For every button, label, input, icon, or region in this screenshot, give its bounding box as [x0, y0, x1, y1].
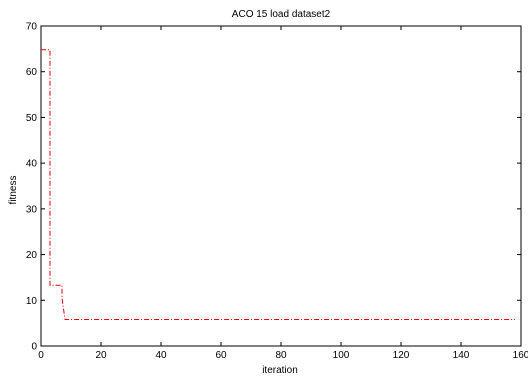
y-tick-label: 50 — [26, 113, 38, 124]
y-tick-label: 0 — [31, 342, 37, 353]
y-tick-label: 30 — [26, 204, 38, 215]
y-tick-label: 60 — [26, 67, 38, 78]
x-tick-label: 140 — [453, 350, 470, 361]
y-tick-label: 20 — [26, 250, 38, 261]
x-axis-label: iteration — [262, 365, 298, 376]
y-axis-label: fitness — [8, 176, 19, 205]
y-tick-label: 40 — [26, 159, 38, 170]
series-layer — [41, 49, 515, 320]
chart-title: ACO 15 load dataset2 — [232, 9, 331, 20]
x-tick-label: 20 — [95, 350, 107, 361]
x-tick-label: 60 — [215, 350, 227, 361]
y-tick-label: 70 — [26, 22, 38, 33]
x-tick-label: 120 — [393, 350, 410, 361]
x-tick-label: 100 — [333, 350, 350, 361]
x-tick-label: 80 — [275, 350, 287, 361]
y-tick-label: 10 — [26, 296, 38, 307]
series-line — [41, 49, 515, 320]
x-tick-label: 40 — [155, 350, 167, 361]
x-axis-ticks: 0 20 40 60 80 100 120 140 160 — [38, 26, 528, 361]
x-tick-label: 0 — [38, 350, 44, 361]
x-tick-label: 160 — [513, 350, 528, 361]
y-axis-ticks: 0 10 20 30 40 50 60 70 — [26, 22, 521, 353]
